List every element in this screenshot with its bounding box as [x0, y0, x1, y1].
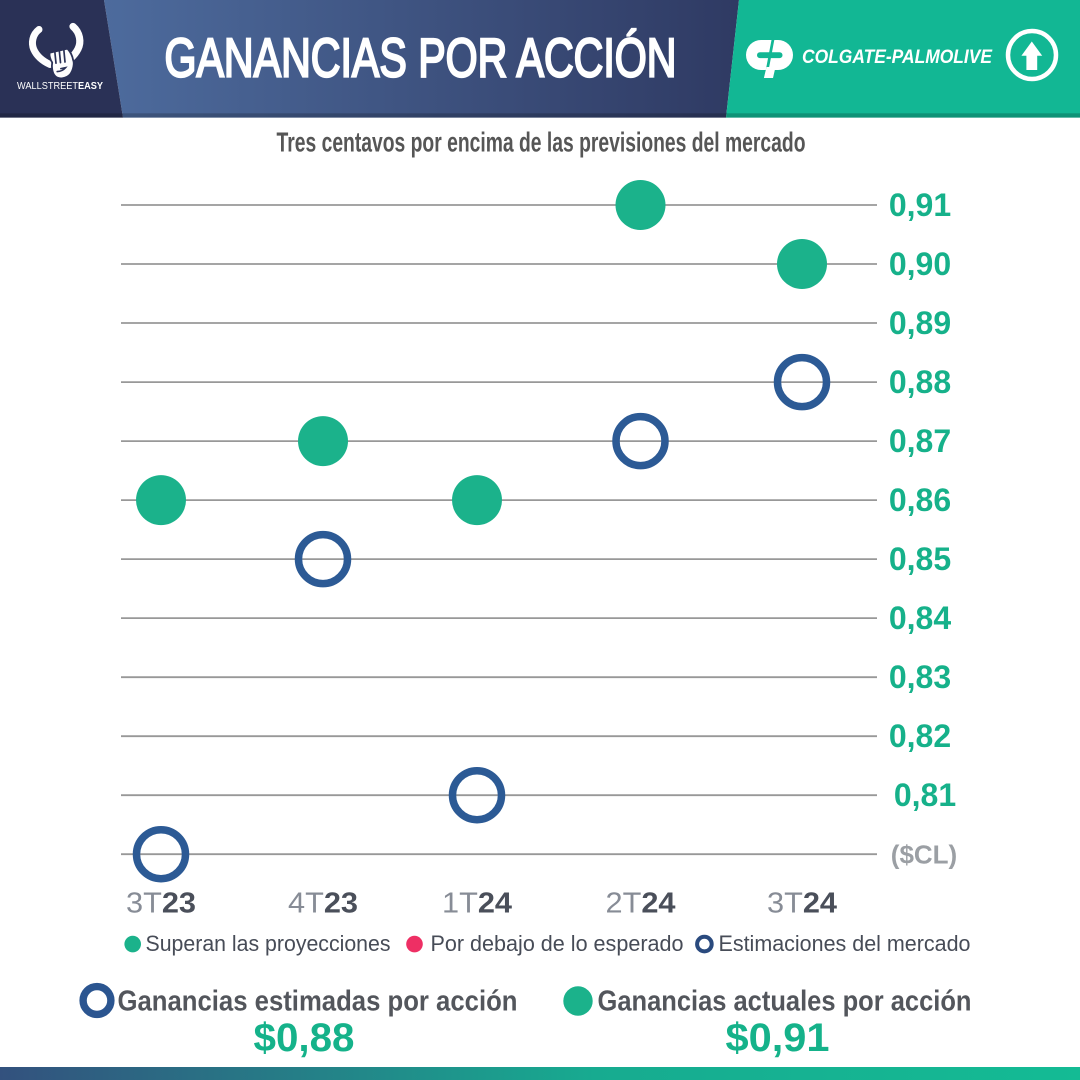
- svg-text:Por debajo de lo esperado: Por debajo de lo esperado: [431, 931, 684, 956]
- svg-text:($CL): ($CL): [891, 839, 957, 869]
- svg-text:WALLSTREETEASY: WALLSTREETEASY: [17, 81, 103, 92]
- svg-text:3T24: 3T24: [767, 888, 837, 920]
- svg-text:0,90: 0,90: [889, 246, 951, 282]
- svg-text:$0,88: $0,88: [254, 1016, 355, 1060]
- svg-text:Estimaciones del mercado: Estimaciones del mercado: [719, 931, 971, 956]
- svg-text:3T23: 3T23: [126, 888, 196, 920]
- svg-text:0,87: 0,87: [889, 423, 951, 459]
- svg-text:0,84: 0,84: [889, 600, 951, 636]
- svg-text:0,91: 0,91: [889, 187, 951, 223]
- svg-text:2T24: 2T24: [606, 888, 676, 920]
- svg-text:0,83: 0,83: [889, 659, 951, 695]
- svg-text:Tres centavos por encima de la: Tres centavos por encima de las previsio…: [277, 127, 806, 158]
- svg-text:4T23: 4T23: [288, 888, 358, 920]
- svg-text:GANANCIAS POR ACCIÓN: GANANCIAS POR ACCIÓN: [165, 27, 677, 89]
- svg-text:0,88: 0,88: [889, 364, 951, 400]
- svg-text:1T24: 1T24: [442, 888, 512, 920]
- svg-text:$0,91: $0,91: [726, 1016, 830, 1060]
- svg-text:Ganancias estimadas por acción: Ganancias estimadas por acción: [118, 986, 518, 1018]
- svg-text:Superan las proyecciones: Superan las proyecciones: [146, 931, 391, 956]
- svg-text:0,86: 0,86: [889, 482, 951, 518]
- svg-text:0,89: 0,89: [889, 305, 951, 341]
- svg-text:Ganancias actuales por acción: Ganancias actuales por acción: [598, 986, 972, 1018]
- svg-text:0,82: 0,82: [889, 718, 951, 754]
- svg-text:0,81: 0,81: [894, 777, 956, 813]
- svg-text:0,85: 0,85: [889, 541, 951, 577]
- svg-text:COLGATE-PALMOLIVE: COLGATE-PALMOLIVE: [802, 47, 993, 68]
